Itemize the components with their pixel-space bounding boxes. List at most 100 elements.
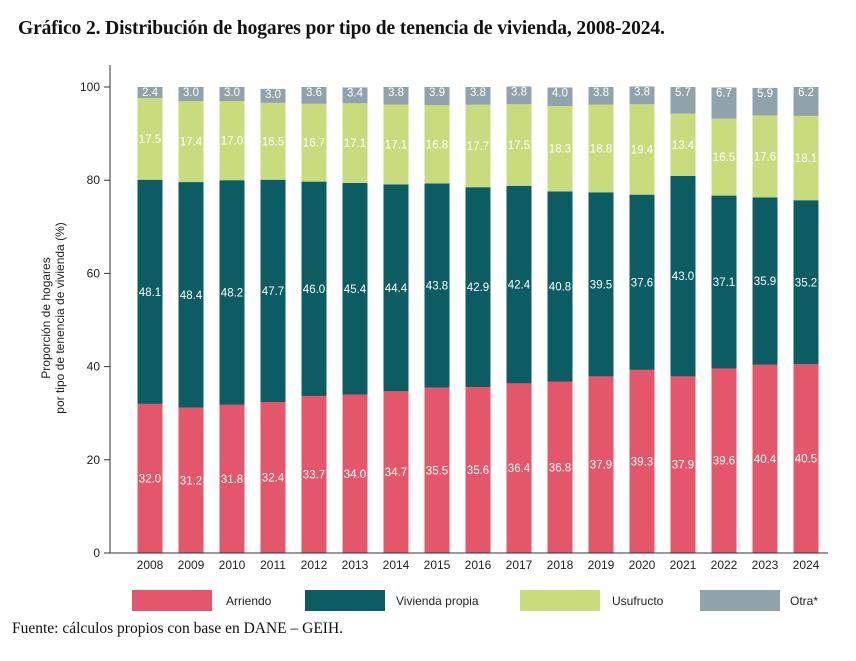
data-label: 16.5 — [262, 136, 284, 148]
bar-segment-arriendo — [260, 402, 286, 553]
bar-segment-arriendo — [424, 387, 450, 553]
bar-stack-2024: 40.5 35.2 18.1 6.2 — [793, 87, 819, 553]
bar-segment-otra — [219, 87, 245, 101]
legend-item: Otra* — [700, 590, 818, 611]
bar-segment-vivienda-propia — [547, 191, 573, 382]
bar-stack-2019: 37.9 39.5 18.8 3.8 — [588, 87, 614, 553]
bar-segment-otra — [793, 87, 819, 116]
y-tick-label: 20 — [87, 453, 101, 467]
legend-label: Arriendo — [226, 594, 272, 608]
x-tick-label: 2020 — [629, 558, 656, 572]
data-label: 3.8 — [634, 87, 650, 99]
data-label: 35.9 — [754, 276, 776, 288]
data-label: 32.0 — [139, 473, 161, 485]
y-axis: 0 20 40 60 80 100 — [80, 65, 111, 560]
data-label: 37.9 — [590, 460, 612, 472]
bar-segment-otra — [424, 87, 450, 106]
bar-segment-arriendo — [137, 403, 163, 553]
data-label: 16.7 — [303, 138, 325, 150]
bar-segment-usufructo — [670, 113, 696, 177]
bar-segment-usufructo — [711, 118, 737, 196]
bar-stack-2018: 36.8 40.8 18.3 4.0 — [547, 87, 573, 553]
data-label: 3.8 — [593, 87, 609, 99]
y-tick-label: 100 — [80, 80, 100, 94]
legend: Arriendo Vivienda propia Usufructo Otra* — [132, 590, 818, 611]
data-label: 3.9 — [429, 87, 445, 99]
data-label: 3.6 — [306, 87, 322, 99]
x-tick-label: 2011 — [260, 558, 286, 572]
bar-segment-arriendo — [506, 383, 532, 553]
y-axis-title: Proporción de hogarespor tipo de tenenci… — [39, 222, 67, 413]
bar-segment-vivienda-propia — [383, 184, 409, 392]
bar-segment-vivienda-propia — [342, 182, 368, 395]
x-tick-label: 2019 — [588, 558, 615, 572]
data-label: 36.4 — [508, 463, 531, 475]
data-label: 17.1 — [385, 140, 407, 152]
bar-segment-vivienda-propia — [260, 179, 286, 403]
bar-segment-arriendo — [711, 368, 737, 553]
bar-segment-usufructo — [342, 103, 368, 183]
bar-stack-2008: 32.0 48.1 17.5 2.4 — [137, 87, 163, 553]
legend-swatch — [132, 590, 212, 611]
data-label: 3.8 — [388, 87, 404, 99]
data-label: 35.5 — [426, 465, 448, 477]
bar-segment-otra — [547, 87, 573, 107]
bar-segment-arriendo — [588, 376, 614, 553]
data-label: 17.5 — [139, 134, 161, 146]
bar-stack-2023: 40.4 35.9 17.6 5.9 — [752, 87, 778, 553]
data-label: 17.6 — [754, 151, 776, 163]
bar-stack-2014: 34.7 44.4 17.1 3.8 — [383, 87, 409, 553]
legend-item: Arriendo — [132, 590, 272, 611]
data-label: 6.2 — [798, 87, 814, 99]
bar-stack-2015: 35.5 43.8 16.8 3.9 — [424, 87, 450, 553]
data-label: 13.4 — [672, 140, 695, 152]
data-label: 4.0 — [552, 87, 568, 99]
bar-stack-2013: 34.0 45.4 17.1 3.4 — [342, 87, 368, 553]
bar-segment-vivienda-propia — [588, 192, 614, 377]
data-label: 45.4 — [344, 284, 367, 296]
bar-segment-arriendo — [178, 407, 204, 553]
x-tick-label: 2013 — [342, 558, 369, 572]
bar-segment-usufructo — [137, 98, 163, 180]
bar-segment-vivienda-propia — [178, 182, 204, 408]
bar-segment-vivienda-propia — [793, 200, 819, 365]
data-label: 44.4 — [385, 283, 408, 295]
bar-segment-otra — [629, 86, 655, 105]
bar-segment-usufructo — [547, 106, 573, 192]
bar-segment-arriendo — [383, 391, 409, 553]
source-note: Fuente: cálculos propios con base en DAN… — [12, 620, 344, 637]
bar-segment-usufructo — [424, 105, 450, 184]
bar-segment-otra — [711, 87, 737, 119]
data-label: 39.5 — [590, 279, 612, 291]
bar-segment-vivienda-propia — [711, 195, 737, 369]
bar-stack-2022: 39.6 37.1 16.5 6.7 — [711, 87, 737, 553]
legend-swatch — [305, 590, 385, 611]
data-label: 31.8 — [221, 474, 243, 486]
bar-segment-usufructo — [629, 104, 655, 195]
x-axis: 2008 2009 2010 2011 2012 2013 2014 2015 2016 2017… — [110, 552, 828, 572]
data-label: 42.4 — [508, 280, 531, 292]
bar-stack-2009: 31.2 48.4 17.4 3.0 — [178, 87, 204, 553]
bar-stack-2012: 33.7 46.0 16.7 3.6 — [301, 87, 327, 553]
data-label: 19.4 — [631, 144, 654, 156]
data-label: 35.6 — [467, 465, 489, 477]
bar-segment-otra — [588, 87, 614, 105]
data-label: 6.7 — [716, 87, 732, 99]
data-label: 40.8 — [549, 281, 571, 293]
bar-segment-arriendo — [752, 364, 778, 553]
bar-segment-otra — [383, 87, 409, 105]
x-tick-label: 2018 — [547, 558, 574, 572]
data-label: 48.1 — [139, 287, 161, 299]
x-tick-label: 2016 — [465, 558, 492, 572]
x-tick-label: 2024 — [793, 558, 820, 572]
data-label: 40.5 — [795, 454, 817, 466]
x-tick-label: 2017 — [506, 558, 533, 572]
data-label: 17.5 — [508, 140, 530, 152]
bar-segment-otra — [465, 87, 491, 105]
data-label: 31.2 — [180, 475, 202, 487]
data-label: 34.0 — [344, 469, 366, 481]
bar-segment-usufructo — [506, 104, 532, 186]
bar-segment-arriendo — [465, 387, 491, 553]
bar-segment-vivienda-propia — [629, 194, 655, 370]
